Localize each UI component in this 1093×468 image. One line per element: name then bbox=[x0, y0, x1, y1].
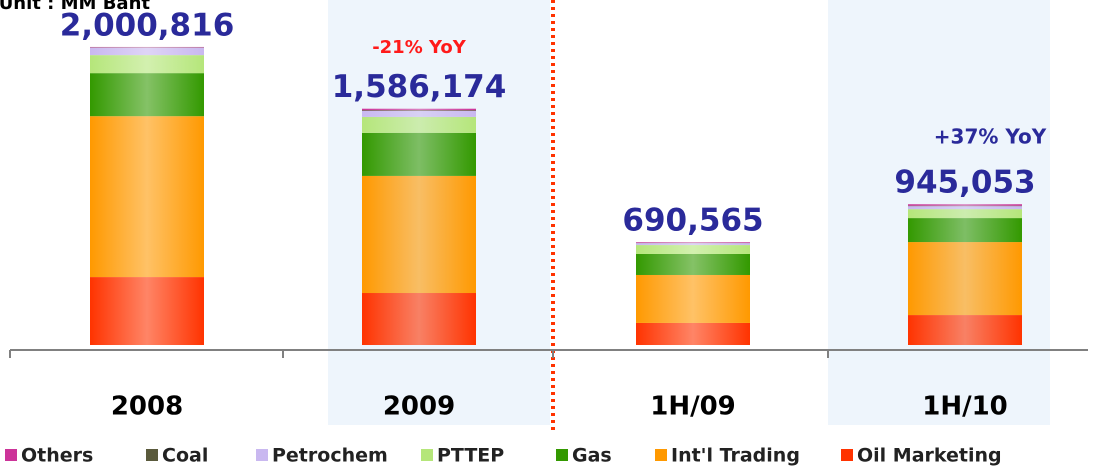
x-tick-label: 1H/09 bbox=[650, 392, 736, 422]
legend-swatch bbox=[5, 449, 17, 461]
bar-segment bbox=[362, 110, 476, 117]
legend-label: Others bbox=[21, 445, 93, 467]
bar-segment bbox=[908, 315, 1022, 345]
bar-segment bbox=[362, 175, 476, 294]
legend-label: Int'l Trading bbox=[671, 445, 800, 467]
bar-segment bbox=[636, 242, 750, 243]
total-label: 945,053 bbox=[894, 165, 1035, 201]
legend-label: Petrochem bbox=[272, 445, 388, 467]
bar-segment bbox=[362, 110, 476, 111]
bar-segment bbox=[362, 132, 476, 176]
annotation: +37% YoY bbox=[934, 125, 1047, 149]
bar-segment bbox=[636, 253, 750, 275]
bar-segment bbox=[90, 116, 204, 278]
bar-segment bbox=[908, 204, 1022, 206]
total-label: 1,586,174 bbox=[332, 69, 507, 105]
bar-segment bbox=[636, 245, 750, 254]
legend-label: Oil Marketing bbox=[857, 445, 1002, 467]
bar-segment bbox=[90, 47, 204, 56]
bar-segment bbox=[90, 55, 204, 74]
legend-swatch bbox=[421, 449, 433, 461]
legend-swatch bbox=[256, 449, 268, 461]
legend-swatch bbox=[841, 449, 853, 461]
bar-segment bbox=[362, 293, 476, 345]
legend-label: Coal bbox=[162, 445, 208, 467]
annotation: -21% YoY bbox=[372, 37, 467, 58]
legend-swatch bbox=[556, 449, 568, 461]
legend-label: Gas bbox=[572, 445, 612, 467]
legend-swatch bbox=[146, 449, 158, 461]
bar-segment bbox=[362, 116, 476, 133]
legend-swatch bbox=[655, 449, 667, 461]
bar-segment bbox=[636, 243, 750, 246]
legend-label: PTTEP bbox=[437, 445, 504, 467]
bar-segment bbox=[362, 108, 476, 111]
total-label: 690,565 bbox=[622, 203, 763, 239]
bar-segment bbox=[908, 218, 1022, 243]
bar-segment bbox=[908, 209, 1022, 219]
x-tick-label: 1H/10 bbox=[922, 392, 1008, 422]
unit-label: Unit : MM Baht bbox=[0, 0, 150, 14]
bar-segment bbox=[908, 206, 1022, 210]
x-tick-label: 2008 bbox=[111, 392, 183, 422]
bar-segment bbox=[908, 242, 1022, 316]
bar-segment bbox=[90, 73, 204, 117]
bar-segment bbox=[636, 322, 750, 345]
bar-segment bbox=[90, 277, 204, 345]
x-tick-label: 2009 bbox=[383, 392, 455, 422]
total-label: 2,000,816 bbox=[60, 7, 235, 43]
bar-segment bbox=[636, 274, 750, 323]
